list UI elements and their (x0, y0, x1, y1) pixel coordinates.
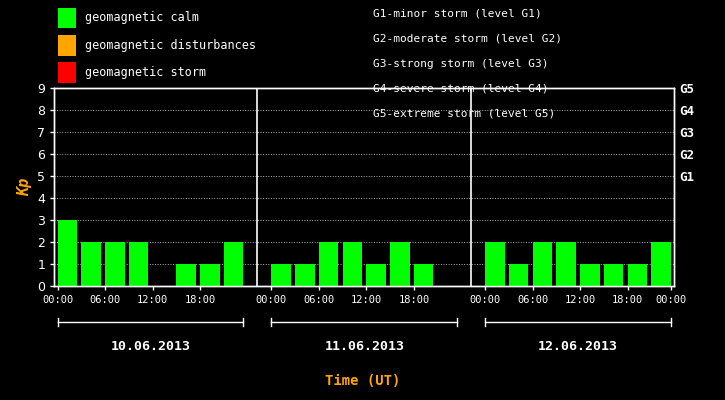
Bar (176, 264, 196, 286)
Text: geomagnetic storm: geomagnetic storm (85, 66, 206, 79)
Bar (200, 264, 220, 286)
Bar (319, 242, 339, 286)
Bar (604, 264, 624, 286)
Text: G2-moderate storm (level G2): G2-moderate storm (level G2) (373, 34, 563, 44)
Bar (343, 242, 362, 286)
Bar (271, 264, 291, 286)
Bar (390, 242, 410, 286)
Bar (414, 264, 434, 286)
Bar (105, 242, 125, 286)
Bar (295, 264, 315, 286)
Bar (628, 264, 647, 286)
Y-axis label: Kp: Kp (17, 178, 32, 196)
Bar (652, 242, 671, 286)
Bar (580, 264, 600, 286)
Text: geomagnetic calm: geomagnetic calm (85, 12, 199, 24)
Bar (58, 220, 77, 286)
Bar (485, 242, 505, 286)
Bar (557, 242, 576, 286)
Text: Time (UT): Time (UT) (325, 374, 400, 388)
Bar (129, 242, 149, 286)
Text: 12.06.2013: 12.06.2013 (538, 340, 618, 353)
Bar (366, 264, 386, 286)
Text: geomagnetic disturbances: geomagnetic disturbances (85, 39, 256, 52)
Text: G1-minor storm (level G1): G1-minor storm (level G1) (373, 9, 542, 19)
Text: G4-severe storm (level G4): G4-severe storm (level G4) (373, 84, 549, 94)
Text: 10.06.2013: 10.06.2013 (110, 340, 191, 353)
Bar (224, 242, 244, 286)
Text: G5-extreme storm (level G5): G5-extreme storm (level G5) (373, 108, 555, 118)
Text: 11.06.2013: 11.06.2013 (324, 340, 405, 353)
Bar (533, 242, 552, 286)
Bar (509, 264, 529, 286)
Bar (81, 242, 101, 286)
Text: G3-strong storm (level G3): G3-strong storm (level G3) (373, 59, 549, 69)
